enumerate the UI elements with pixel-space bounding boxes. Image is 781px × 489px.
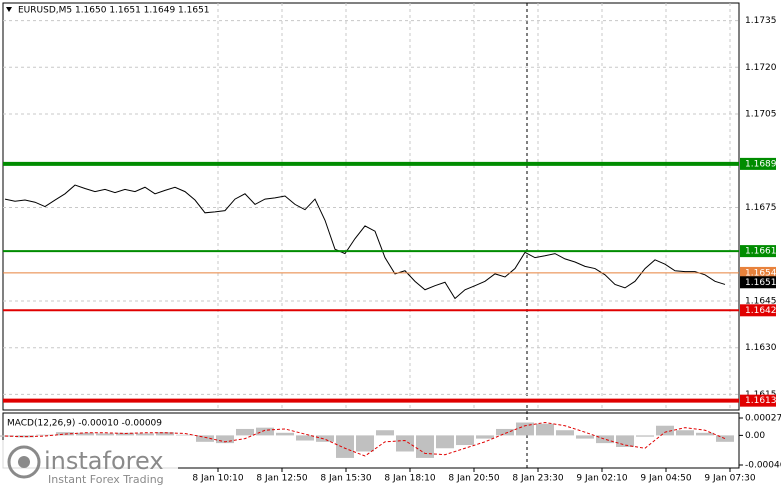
x-tick-label: 8 Jan 12:50 [256, 474, 308, 484]
macd-bar [216, 435, 234, 444]
y-tick-label: 1.1630 [745, 343, 777, 353]
y-tick-label: 1.1705 [745, 110, 777, 120]
y-tick-label: -0.00046 [745, 461, 781, 471]
y-tick-label: 0.00 [745, 431, 765, 441]
macd-bar [636, 435, 654, 437]
macd-bar [376, 430, 394, 436]
x-tick-label: 9 Jan 02:10 [576, 474, 628, 484]
level-tag [740, 245, 776, 258]
x-tick-label: 8 Jan 10:10 [192, 474, 244, 484]
macd-bar [356, 435, 374, 452]
main-panel [2, 2, 740, 411]
level-label: 1.1642 [745, 306, 777, 316]
signal-line [4, 422, 726, 457]
macd-bar [556, 430, 574, 436]
logo-dot [18, 456, 30, 468]
level-label: 1.1613 [745, 396, 777, 406]
macd-bar [156, 432, 174, 436]
watermark: instaforex Instant Forex Trading [0, 440, 178, 489]
macd-bar [456, 435, 474, 446]
level-tag [740, 157, 776, 170]
macd-bar [316, 435, 334, 442]
x-tick-label: 9 Jan 04:50 [640, 474, 692, 484]
y-tick-label: 1.1720 [745, 63, 777, 73]
macd-bar [596, 435, 614, 444]
level-tag [740, 266, 776, 279]
x-tick-label: 8 Jan 23:30 [512, 474, 564, 484]
x-tick-label: 8 Jan 15:30 [320, 474, 372, 484]
macd-bar [396, 435, 414, 452]
macd-bar [36, 434, 54, 436]
macd-bar [336, 435, 354, 458]
level-label: 1.1654 [745, 268, 777, 278]
macd-bar [716, 435, 734, 442]
macd-bar [696, 432, 714, 436]
level-tag [740, 276, 776, 289]
macd-bar [576, 435, 594, 439]
price-line [4, 184, 726, 300]
macd-bar [276, 432, 294, 436]
brand: instaforex [44, 447, 164, 475]
macd-bar [616, 435, 634, 447]
macd-bar [296, 435, 314, 441]
macd-bar [256, 427, 274, 436]
macd-title: MACD(12,26,9) -0.00010 -0.00009 [7, 419, 162, 429]
y-tick-label: 1.1675 [745, 203, 777, 213]
chart-title: EURUSD,M5 1.1650 1.1651 1.1649 1.1651 [18, 6, 210, 16]
macd-bar [656, 425, 674, 436]
title-arrow [6, 7, 12, 12]
y-tick-label: 1.1645 [745, 296, 777, 306]
level-tag [740, 394, 776, 407]
macd-bar [496, 428, 514, 436]
y-tick-label: 0.00027 [745, 414, 781, 424]
macd-bar [436, 435, 454, 449]
level-label: 1.1661 [745, 247, 777, 257]
level-label: 1.1689 [745, 159, 777, 169]
tagline: Instant Forex Trading [48, 473, 164, 486]
level-tag [740, 304, 776, 317]
macd-bar [116, 432, 134, 436]
macd-bar [136, 433, 154, 436]
macd-bar [176, 434, 194, 436]
macd-bar [536, 423, 554, 436]
macd-bar [196, 435, 214, 442]
macd-bar [96, 433, 114, 436]
x-tick-label: 8 Jan 20:50 [448, 474, 500, 484]
level-label: 1.1651 [745, 278, 777, 288]
macd-bar [516, 422, 534, 436]
macd-bar [676, 430, 694, 436]
logo-ring [7, 445, 41, 479]
macd-bar [416, 435, 434, 458]
macd-bar [76, 432, 94, 436]
y-tick-label: 1.1735 [745, 16, 777, 26]
macd-bar [236, 428, 254, 436]
x-tick-label: 9 Jan 07:30 [704, 474, 756, 484]
x-tick-label: 8 Jan 18:10 [384, 474, 436, 484]
macd-bar [476, 435, 494, 439]
